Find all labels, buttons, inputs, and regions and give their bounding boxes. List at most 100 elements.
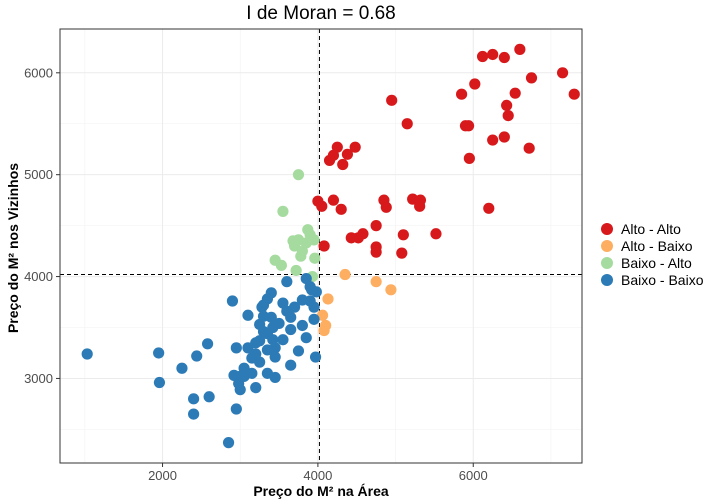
point-alto-alto [380,201,392,213]
point-baixo-baixo [300,332,312,344]
point-alto-baixo [385,284,397,296]
point-baixo-baixo [234,384,246,396]
point-baixo-baixo [191,350,203,362]
point-alto-alto [455,88,468,100]
point-alto-alto [414,200,426,212]
point-baixo-baixo [176,362,188,374]
point-baixo-baixo [254,356,266,368]
y-tick-label: 6000 [24,65,53,80]
plot-panel-border [59,28,583,464]
point-alto-alto [501,99,513,112]
data-points [81,43,580,449]
point-alto-alto [318,240,330,252]
legend-swatch [601,274,613,286]
point-alto-alto [337,158,349,171]
point-alto-alto [514,43,526,55]
point-alto-alto [509,87,521,99]
point-alto-baixo [316,309,329,321]
x-tick-label: 2000 [148,468,177,483]
y-tick-label: 4000 [24,269,53,284]
point-baixo-baixo [153,376,166,389]
point-alto-alto [430,228,442,240]
point-alto-alto [386,94,398,106]
point-baixo-baixo [250,382,262,394]
point-baixo-baixo [242,309,254,321]
point-baixo-baixo [285,311,297,323]
point-alto-alto [487,48,499,61]
point-alto-alto [397,229,409,241]
point-alto-alto [335,203,347,215]
legend-label: Baixo - Baixo [621,272,704,288]
point-baixo-baixo [230,403,242,415]
point-alto-alto [349,141,361,153]
point-alto-alto [469,78,481,90]
point-baixo-baixo [265,287,277,299]
point-baixo-baixo [281,276,293,288]
point-baixo-baixo [246,367,258,379]
point-baixo-alto [277,205,289,217]
point-alto-alto [370,220,382,232]
point-alto-alto [556,67,569,79]
y-tick-label: 3000 [24,371,53,386]
point-baixo-baixo [188,393,200,405]
legend-swatch [601,223,613,235]
point-baixo-alto [275,259,287,271]
point-baixo-baixo [285,359,297,371]
legend-label: Baixo - Alto [621,255,692,271]
point-baixo-alto [308,234,320,246]
x-tick-label: 4000 [303,468,332,483]
point-alto-alto [498,131,510,143]
point-baixo-baixo [226,295,239,307]
point-baixo-baixo [265,311,277,323]
point-alto-alto [483,202,495,214]
point-alto-alto [463,152,475,164]
point-baixo-baixo [296,319,308,332]
point-alto-alto [487,134,499,146]
point-alto-alto [498,51,510,64]
legend-swatch [601,240,613,252]
point-alto-alto [327,194,340,206]
point-baixo-baixo [203,391,215,403]
legend-label: Alto - Baixo [621,238,693,254]
point-baixo-alto [292,169,305,181]
point-baixo-alto [290,264,302,277]
point-baixo-baixo [188,408,200,420]
point-baixo-baixo [201,338,214,350]
point-baixo-baixo [269,342,281,354]
legend-label: Alto - Alto [621,221,681,237]
point-alto-alto [370,246,382,258]
point-alto-baixo [318,324,330,337]
point-alto-alto [502,109,514,122]
point-baixo-baixo [277,334,289,346]
point-baixo-baixo [254,335,266,347]
point-alto-alto [568,88,580,100]
point-alto-alto [396,247,408,259]
point-baixo-baixo [273,317,285,330]
point-baixo-baixo [285,323,297,336]
point-baixo-baixo [269,351,281,363]
chart-title: I de Moran = 0.68 [246,3,395,24]
point-baixo-alto [295,250,307,262]
point-baixo-baixo [222,437,235,449]
point-alto-alto [525,72,538,84]
point-baixo-baixo [310,286,322,298]
y-tick-label: 5000 [24,167,53,182]
point-baixo-baixo [292,345,305,357]
point-baixo-baixo [153,347,165,359]
point-baixo-baixo [309,351,322,363]
point-baixo-baixo [81,348,93,360]
point-alto-baixo [339,268,351,281]
point-alto-alto [341,148,354,160]
point-baixo-baixo [308,301,320,313]
point-baixo-alto [309,252,321,264]
legend-swatch [601,257,613,269]
point-alto-baixo [322,293,334,305]
point-alto-alto [523,142,535,154]
x-axis-title: Preço do M² na Área [253,483,389,499]
point-alto-alto [462,120,475,132]
x-tick-label: 6000 [459,468,488,483]
point-alto-alto [401,118,413,130]
point-baixo-baixo [230,342,242,354]
